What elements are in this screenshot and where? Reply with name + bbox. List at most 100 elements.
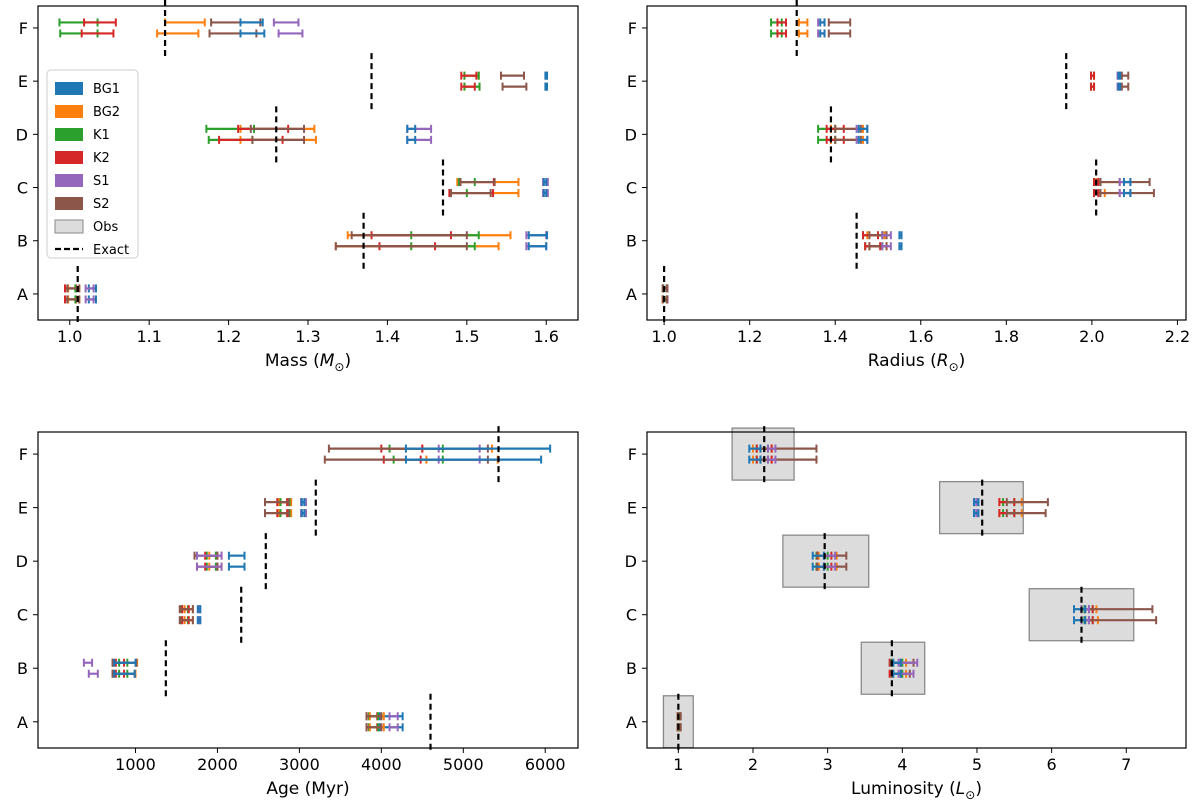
y-tick-label: B (17, 232, 28, 251)
x-tick-label: 2 (748, 755, 758, 774)
x-tick-label: 7 (1121, 755, 1131, 774)
errorbar-F-BG1 (239, 18, 264, 27)
legend-swatch-BG2 (55, 105, 83, 118)
legend-label: S1 (93, 174, 110, 189)
errorbar-A-S1 (84, 295, 95, 304)
axes-frame (646, 5, 1187, 321)
errorbar-A-S2 (365, 723, 383, 732)
x-tick-label: 1.2 (737, 327, 762, 346)
errorbar-B-BG1 (898, 242, 903, 251)
errorbar-D-BG1 (227, 562, 246, 571)
age-panel: 1000 2000 3000 4000 5000 6000 A B C D E F Age (Myr) (16, 426, 579, 799)
x-tick-label: 1.0 (57, 327, 82, 346)
errorbar-E-BG1 (1117, 82, 1122, 91)
errorbar-C-S2 (449, 189, 492, 198)
errorbar-D-S1 (195, 551, 223, 560)
y-tick-label: F (628, 445, 637, 464)
x-axis-label: Radius (R⊙) (868, 351, 966, 374)
errorbar-E-K2 (460, 82, 476, 91)
errorbar-A-S1 (388, 723, 399, 732)
errorbar-B-S1 (82, 658, 94, 667)
x-tick-label: 4 (897, 755, 907, 774)
errorbar-F-BG2 (164, 18, 206, 27)
errorbar-A-S2 (365, 712, 383, 721)
errorbar-B-BG1 (527, 231, 549, 240)
errorbar-A-S1 (388, 712, 399, 721)
x-axis-label: Luminosity (L⊙) (851, 779, 982, 802)
errorbar-E-BG1 (972, 509, 980, 518)
x-tick-label: 1.8 (994, 327, 1019, 346)
errorbar-F-S1 (277, 29, 304, 38)
legend-label: K2 (93, 151, 110, 166)
x-tick-label: 1.4 (375, 327, 400, 346)
errorbar-D-BG1 (857, 135, 869, 144)
legend-swatch-obs (54, 219, 84, 234)
axes-frame (37, 431, 579, 749)
errorbar-E-K2 (1090, 71, 1096, 80)
x-tick-label: 6 (1047, 755, 1057, 774)
y-tick-label: F (628, 19, 637, 38)
y-tick-label: E (627, 499, 637, 518)
x-tick-label: 1.1 (136, 327, 161, 346)
x-axis-label-text: Mass (265, 351, 313, 371)
legend-swatch-S1 (55, 174, 83, 187)
legend-label: S2 (93, 197, 110, 212)
errorbar-F-BG2 (797, 29, 809, 38)
y-tick-label: E (18, 72, 28, 91)
errorbar-C-BG1 (542, 178, 548, 187)
obs-box-B (860, 641, 926, 695)
errorbar-F-K2 (776, 18, 788, 27)
errorbar-E-BG1 (544, 82, 549, 91)
errorbar-E-S2 (501, 82, 528, 91)
errorbar-E-K2 (460, 71, 478, 80)
y-tick-label: E (18, 499, 28, 518)
errorbar-E-BG1 (544, 71, 549, 80)
legend-item-S1: S1 (55, 174, 110, 189)
errorbar-D-S2 (249, 124, 306, 133)
x-axis-label-subscript: ⊙ (949, 360, 959, 374)
obs-box-D (782, 534, 870, 588)
errorbar-B-BG1 (892, 658, 902, 667)
errorbar-C-S2 (459, 178, 496, 187)
errorbar-F-S2 (827, 18, 852, 27)
x-tick-label: 1.6 (534, 327, 559, 346)
errorbar-E-S2 (263, 498, 290, 507)
errorbar-F-BG1 (239, 29, 266, 38)
x-axis-label-paren: ) (959, 351, 966, 371)
errorbar-E-BG1 (1117, 71, 1122, 80)
errorbar-B-BG1 (527, 242, 548, 251)
y-tick-label: F (19, 19, 28, 38)
errorbar-B-S2 (350, 231, 468, 240)
x-axis-label-text: Radius (868, 351, 930, 371)
legend-label: Exact (93, 243, 129, 258)
errorbar-D-S2 (251, 135, 306, 144)
radius-panel: 1.0 1.2 1.4 1.6 1.8 2.0 2.2 A B C D E F Radius (R⊙) (625, 0, 1190, 374)
errorbar-C-BG1 (542, 189, 548, 198)
x-tick-label: 1 (673, 755, 683, 774)
errorbar-B-S1 (881, 231, 892, 240)
x-tick-label: 1.5 (454, 327, 479, 346)
errorbar-B-S1 (87, 669, 99, 678)
y-tick-label: B (626, 659, 637, 678)
errorbar-F-BG1 (819, 29, 826, 38)
errorbar-E-S2 (1005, 509, 1047, 518)
x-axis-label: Age (Myr) (266, 779, 349, 799)
errorbar-F-BG1 (404, 455, 543, 464)
x-axis-label-paren: ) (975, 779, 982, 799)
errorbar-F-K2 (83, 18, 117, 27)
legend-item-BG2: BG2 (55, 105, 120, 120)
x-tick-label: 1000 (115, 755, 156, 774)
y-tick-label: D (16, 125, 28, 144)
errorbar-C-BG1 (1073, 605, 1087, 614)
y-tick-label: C (17, 179, 28, 198)
obs-box-A (662, 695, 694, 749)
errorbar-F-S1 (766, 444, 777, 453)
luminosity-panel: 1 2 3 4 5 6 7 A B C D E F Luminosity (L⊙) (625, 426, 1187, 802)
errorbar-C-S2 (178, 605, 194, 614)
errorbar-C-BG1 (1122, 189, 1132, 198)
axes-frame (646, 431, 1187, 749)
errorbar-F-S1 (272, 18, 300, 27)
y-tick-label: D (625, 125, 637, 144)
